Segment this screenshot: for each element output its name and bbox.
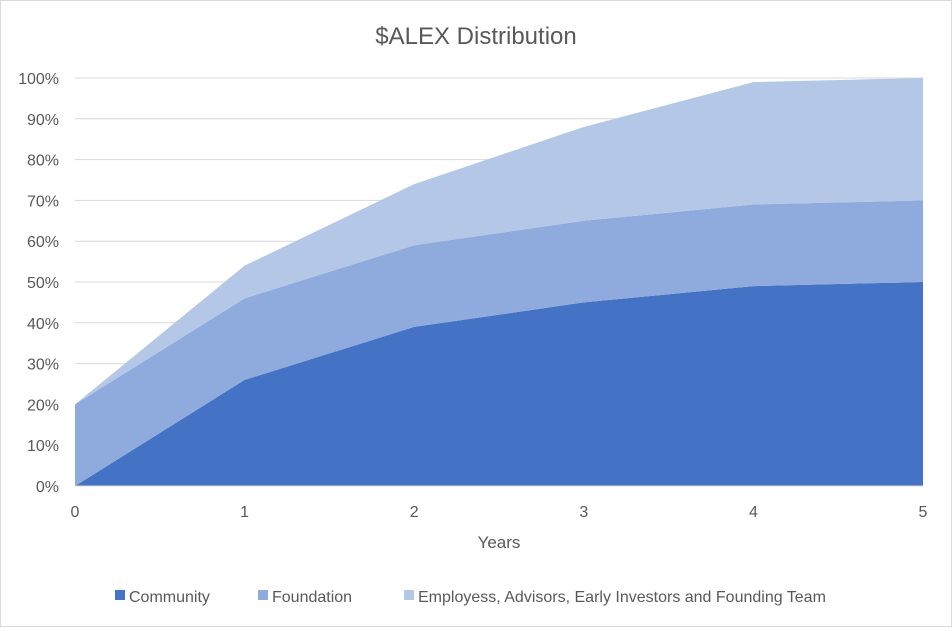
legend-label: Community	[129, 589, 210, 606]
area-series-3	[75, 78, 923, 405]
legend-label: Employess, Advisors, Early Investors and…	[418, 589, 826, 606]
y-axis-ticks: 0% 10% 20% 30% 40% 50% 60% 70% 80% 90% 100%	[18, 71, 59, 496]
x-tick-label: 5	[919, 504, 928, 521]
y-tick-label: 70%	[27, 193, 59, 210]
y-tick-label: 10%	[27, 438, 59, 455]
y-tick-label: 0%	[36, 479, 59, 496]
areas	[75, 78, 923, 487]
legend-swatch	[115, 590, 125, 600]
area-series-1	[75, 282, 923, 486]
y-tick-label: 40%	[27, 316, 59, 333]
x-tick-label: 3	[579, 504, 588, 521]
x-axis-ticks: 0 1 2 3 4 5	[71, 504, 928, 521]
x-tick-label: 1	[240, 504, 249, 521]
y-tick-label: 30%	[27, 357, 59, 374]
x-tick-label: 2	[410, 504, 419, 521]
x-axis-label: Years	[478, 533, 521, 552]
legend: Community Foundation Employess, Advisors, …	[115, 589, 826, 606]
y-tick-label: 60%	[27, 234, 59, 251]
x-tick-label: 0	[71, 504, 80, 521]
y-tick-label: 80%	[27, 153, 59, 170]
area-series-2	[75, 200, 923, 486]
x-tick-label: 4	[749, 504, 758, 521]
legend-label: Foundation	[272, 589, 352, 606]
y-tick-label: 90%	[27, 112, 59, 129]
y-tick-label: 50%	[27, 275, 59, 292]
legend-swatch	[404, 590, 414, 600]
y-tick-label: 100%	[18, 71, 59, 88]
legend-swatch	[258, 590, 268, 600]
chart-title: $ALEX Distribution	[375, 23, 576, 50]
y-tick-label: 20%	[27, 397, 59, 414]
